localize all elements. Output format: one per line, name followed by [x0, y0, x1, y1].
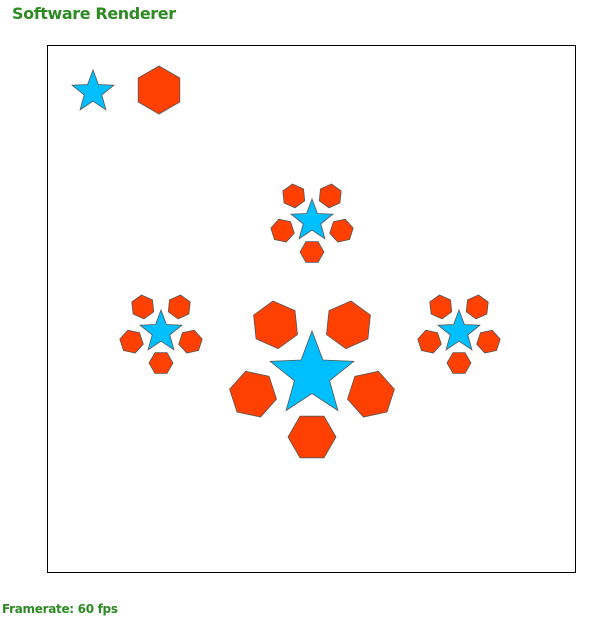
center-flower-hexagon-4 — [287, 415, 337, 459]
top-flower-hexagon-3 — [329, 218, 354, 243]
right-flower-hexagon-2 — [465, 294, 489, 320]
top-flower-star — [290, 197, 334, 240]
right-flower-star — [437, 308, 481, 351]
framerate-label: Framerate: 60 fps — [2, 602, 118, 616]
left-flower-hexagon-3 — [178, 329, 203, 354]
left-flower-hexagon-2 — [167, 294, 191, 320]
right-flower-hexagon-1 — [429, 294, 453, 320]
right-flower-hexagon-4 — [446, 352, 472, 374]
top-flower-hexagon-4 — [299, 241, 325, 263]
center-flower-hexagon-1 — [253, 300, 298, 350]
right-flower-hexagon-3 — [476, 329, 501, 354]
right-flower-hexagon-5 — [417, 329, 442, 354]
left-flower-hexagon-5 — [119, 329, 144, 354]
render-canvas[interactable] — [47, 45, 576, 573]
app-title: Software Renderer — [12, 4, 176, 23]
center-flower-hexagon-2 — [326, 300, 371, 350]
legend-star — [71, 68, 115, 111]
center-flower-star — [269, 329, 355, 412]
top-flower-hexagon-5 — [270, 218, 295, 243]
render-surface — [71, 65, 501, 459]
legend-hexagon — [137, 65, 181, 115]
top-flower-hexagon-1 — [282, 183, 306, 209]
left-flower-star — [139, 308, 183, 351]
top-flower-hexagon-2 — [318, 183, 342, 209]
center-flower-hexagon-5 — [229, 370, 277, 418]
left-flower-hexagon-4 — [148, 352, 174, 374]
left-flower-hexagon-1 — [131, 294, 155, 320]
center-flower-hexagon-3 — [347, 370, 395, 418]
